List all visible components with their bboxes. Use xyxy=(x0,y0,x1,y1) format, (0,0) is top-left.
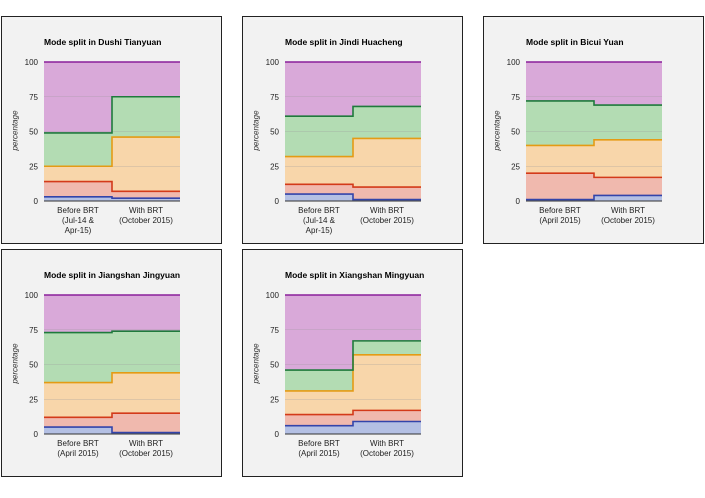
chart-svg: 0 25 50 75 100 xyxy=(266,291,421,439)
area-band-1 xyxy=(285,421,421,434)
y-tick-label: 100 xyxy=(266,58,280,67)
y-tick-label: 0 xyxy=(34,197,39,206)
y-tick-label: 0 xyxy=(275,430,280,439)
series-line-2 xyxy=(526,172,662,179)
chart-svg: 0 25 50 75 100 xyxy=(25,58,180,206)
y-tick-label: 25 xyxy=(29,162,38,171)
y-tick-label: 75 xyxy=(29,326,38,335)
x-category-label: Before BRT (April 2015) xyxy=(539,206,581,225)
x-category-label: With BRT (October 2015) xyxy=(119,206,173,225)
series-line-1 xyxy=(44,426,180,434)
series-line-3 xyxy=(526,139,662,147)
y-axis-label: percentage xyxy=(10,342,20,384)
y-tick-label: 0 xyxy=(516,197,521,206)
y-axis-label: percentage xyxy=(251,109,261,151)
area-band-3 xyxy=(44,372,180,418)
x-category-label: Before BRT (April 2015) xyxy=(57,439,99,458)
series-line-1 xyxy=(285,420,421,427)
area-band-5 xyxy=(526,62,662,106)
chart-panel-dushi-tianyuan: 0 25 50 75 100 Mode split in Dushi Tianyuan … xyxy=(1,16,222,244)
area-band-3 xyxy=(285,138,421,188)
y-tick-label: 50 xyxy=(29,361,38,370)
area-band-2 xyxy=(285,410,421,426)
y-tick-label: 25 xyxy=(511,162,520,171)
series-line-4 xyxy=(285,105,421,118)
area-band-5 xyxy=(285,295,421,371)
series-line-2 xyxy=(44,180,180,193)
series-line-2 xyxy=(285,409,421,416)
chart-title: Mode split in Bicui Yuan xyxy=(526,37,624,47)
y-tick-label: 75 xyxy=(270,326,279,335)
x-category-label: Before BRT (April 2015) xyxy=(298,439,340,458)
y-tick-label: 0 xyxy=(275,197,280,206)
y-tick-label: 100 xyxy=(25,291,39,300)
series-line-1 xyxy=(44,196,180,200)
y-tick-label: 50 xyxy=(511,128,520,137)
chart-svg: 0 25 50 75 100 xyxy=(25,291,180,439)
x-category-label: With BRT (October 2015) xyxy=(119,439,173,458)
series-line-4 xyxy=(285,340,421,371)
area-band-4 xyxy=(44,331,180,383)
series-line-2 xyxy=(285,183,421,188)
chart-svg: 0 25 50 75 100 xyxy=(266,58,421,206)
chart-panel-bicui-yuan: 0 25 50 75 100 Mode split in Bicui Yuan perc… xyxy=(483,16,704,244)
y-tick-label: 25 xyxy=(270,162,279,171)
series-line-4 xyxy=(44,95,180,134)
chart-title: Mode split in Dushi Tianyuan xyxy=(44,37,162,47)
chart-panel-jindi-huacheng: 0 25 50 75 100 Mode split in Jindi Huacheng … xyxy=(242,16,463,244)
x-category-label: With BRT (October 2015) xyxy=(601,206,655,225)
x-category-label: Before BRT (Jul-14 & Apr-15) xyxy=(298,206,340,235)
area-band-5 xyxy=(44,295,180,333)
area-band-4 xyxy=(285,340,421,391)
series-line-4 xyxy=(44,330,180,334)
y-tick-label: 100 xyxy=(25,58,39,67)
series-line-1 xyxy=(526,194,662,201)
series-line-4 xyxy=(526,100,662,106)
series-line-3 xyxy=(285,137,421,158)
area-band-2 xyxy=(285,184,421,200)
y-axis-label: percentage xyxy=(492,109,502,151)
series-line-1 xyxy=(285,193,421,201)
y-axis-label: percentage xyxy=(251,342,261,384)
area-band-5 xyxy=(285,62,421,117)
y-tick-label: 50 xyxy=(29,128,38,137)
y-tick-label: 0 xyxy=(34,430,39,439)
y-tick-label: 100 xyxy=(266,291,280,300)
series-line-3 xyxy=(44,136,180,168)
area-band-2 xyxy=(526,173,662,200)
y-tick-label: 25 xyxy=(29,395,38,404)
x-category-label: Before BRT (Jul-14 & Apr-15) xyxy=(57,206,99,235)
area-band-4 xyxy=(526,100,662,146)
y-tick-label: 75 xyxy=(511,93,520,102)
chart-title: Mode split in Jindi Huacheng xyxy=(285,37,403,47)
series-line-3 xyxy=(44,372,180,384)
area-band-3 xyxy=(526,139,662,178)
y-tick-label: 75 xyxy=(270,93,279,102)
series-line-2 xyxy=(44,412,180,419)
chart-panel-xiangshan-mingyuan: 0 25 50 75 100 Mode split in Xiangshan Mingy… xyxy=(242,249,463,477)
chart-svg: 0 25 50 75 100 xyxy=(507,58,662,206)
chart-title: Mode split in Jiangshan Jingyuan xyxy=(44,270,181,280)
y-tick-label: 100 xyxy=(507,58,521,67)
chart-panel-jiangshan-jingyuan: 0 25 50 75 100 Mode split in Jiangshan Jingy… xyxy=(1,249,222,477)
y-axis-label: percentage xyxy=(10,109,20,151)
y-tick-label: 50 xyxy=(270,128,279,137)
y-tick-label: 75 xyxy=(29,93,38,102)
x-category-label: With BRT (October 2015) xyxy=(360,439,414,458)
x-category-label: With BRT (October 2015) xyxy=(360,206,414,225)
y-tick-label: 25 xyxy=(270,395,279,404)
chart-title: Mode split in Xiangshan Mingyuan xyxy=(285,270,425,280)
series-line-3 xyxy=(285,353,421,392)
y-tick-label: 50 xyxy=(270,361,279,370)
